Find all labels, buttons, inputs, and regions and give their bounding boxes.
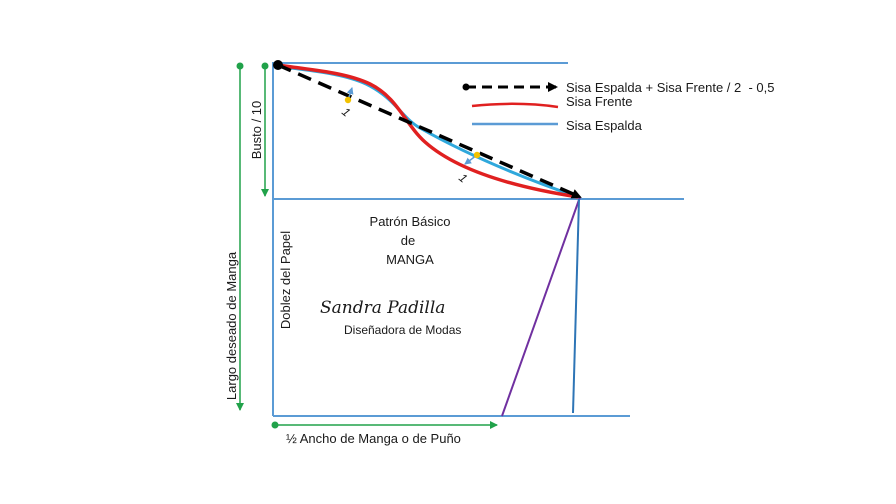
cuff-width-measure <box>271 421 498 429</box>
sleeve-length-label: Largo deseado de Manga <box>224 251 239 400</box>
pattern-frame <box>272 62 684 417</box>
bust-label: Busto / 10 <box>249 101 264 160</box>
center-vertical-line <box>572 198 580 414</box>
legend-blue-label: Sisa Espalda <box>566 118 643 133</box>
title-line-3: MANGA <box>386 252 434 267</box>
legend-dashed-item: Sisa Espalda + Sisa Frente / 2 - 0,5 <box>462 80 774 95</box>
legend-dashed-label: Sisa Espalda + Sisa Frente / 2 - 0,5 <box>566 80 774 95</box>
legend-red-item: Sisa Frente <box>471 94 632 109</box>
offset-mark-1 <box>344 87 354 104</box>
author-role: Diseñadora de Modas <box>344 323 461 337</box>
offset-label-1: 1 <box>339 105 353 120</box>
pattern-title: Patrón Básico de MANGA <box>370 214 451 267</box>
offset-label-2: 1 <box>456 171 470 186</box>
armhole-average-dashed-line <box>277 63 582 199</box>
legend: Sisa Espalda + Sisa Frente / 2 - 0,5 Sis… <box>462 80 774 133</box>
paper-fold-label: Doblez del Papel <box>278 231 293 329</box>
title-line-2: de <box>401 233 415 248</box>
legend-blue-item: Sisa Espalda <box>472 118 643 133</box>
title-line-1: Patrón Básico <box>370 214 451 229</box>
armhole-start-point <box>273 60 283 70</box>
underarm-seam-line <box>501 196 581 417</box>
legend-red-label: Sisa Frente <box>566 94 632 109</box>
offset-mark-2 <box>464 151 481 165</box>
author-signature: Sandra Padilla <box>320 298 445 318</box>
sleeve-length-measure <box>236 62 244 411</box>
bust-measure <box>261 62 269 197</box>
cuff-width-label: ½ Ancho de Manga o de Puño <box>286 431 461 446</box>
